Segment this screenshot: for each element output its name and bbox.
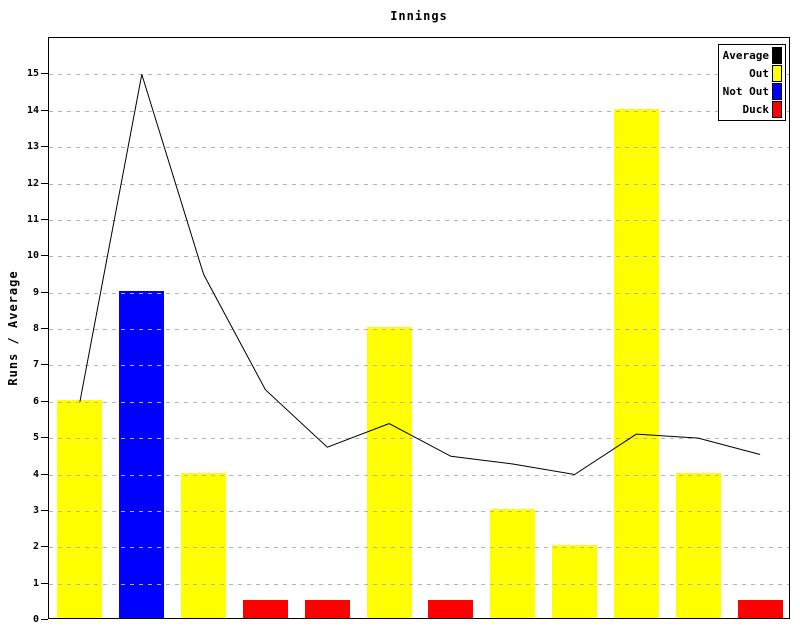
y-tick-label: 9 xyxy=(32,286,39,298)
y-tick xyxy=(41,619,48,620)
legend-swatch-out xyxy=(772,65,782,83)
legend-label: Duck xyxy=(742,102,770,116)
legend-item: Out xyxy=(722,65,782,83)
y-tick-label: 14 xyxy=(26,104,39,116)
bar-out xyxy=(490,508,536,618)
legend-item: Duck xyxy=(722,100,782,118)
y-tick xyxy=(41,328,48,329)
legend-label: Not Out xyxy=(722,84,769,98)
gridline xyxy=(49,365,789,367)
legend-item: Average xyxy=(722,47,782,65)
y-tick-label: 1 xyxy=(32,577,39,589)
y-tick-label: 10 xyxy=(26,250,39,262)
y-tick-label: 4 xyxy=(32,468,39,480)
y-tick xyxy=(41,437,48,439)
bar-duck xyxy=(428,599,474,618)
y-tick xyxy=(41,291,48,293)
legend-item: Not Out xyxy=(722,82,782,100)
y-tick-label: 5 xyxy=(32,432,39,444)
bar-out xyxy=(181,472,227,618)
y-tick-label: 8 xyxy=(32,323,39,334)
y-tick xyxy=(41,546,48,548)
y-tick xyxy=(41,473,48,475)
gridline xyxy=(49,110,789,112)
bar-out xyxy=(552,545,598,618)
plot-area xyxy=(48,37,790,619)
gridline xyxy=(49,183,789,185)
legend: Average Out Not Out Duck xyxy=(718,44,786,121)
gridline xyxy=(49,438,789,440)
legend-swatch-duck xyxy=(772,100,782,118)
legend-swatch-not-out xyxy=(772,82,782,100)
bar-out xyxy=(675,472,721,618)
y-tick-label: 15 xyxy=(26,68,39,80)
bar-duck xyxy=(737,599,783,618)
gridline xyxy=(49,219,789,221)
gridline xyxy=(49,147,789,149)
y-tick xyxy=(41,509,48,511)
bar-out xyxy=(613,108,659,618)
y-tick xyxy=(41,400,48,402)
chart-title: Innings xyxy=(390,9,448,23)
y-tick xyxy=(41,109,48,111)
gridline xyxy=(49,74,789,76)
bar-duck xyxy=(242,599,288,618)
gridline xyxy=(49,401,789,403)
legend-label: Average xyxy=(722,49,769,63)
y-tick-label: 0 xyxy=(32,614,39,625)
y-tick-label: 11 xyxy=(26,213,39,225)
bar-duck xyxy=(304,599,350,618)
bar-out xyxy=(366,327,412,618)
y-tick xyxy=(41,146,48,148)
gridline xyxy=(49,256,789,258)
y-tick-label: 3 xyxy=(32,504,39,516)
legend-label: Out xyxy=(749,67,769,81)
y-tick xyxy=(41,182,48,184)
gridline xyxy=(49,329,789,330)
y-tick-label: 13 xyxy=(26,141,39,153)
average-line xyxy=(79,74,761,476)
bar-not-out xyxy=(119,290,165,618)
gridline xyxy=(49,583,789,585)
y-tick-label: 7 xyxy=(32,359,39,371)
y-tick xyxy=(41,218,48,220)
bar-out xyxy=(57,399,103,618)
gridline xyxy=(49,474,789,476)
gridline xyxy=(49,292,789,294)
y-tick xyxy=(41,73,48,75)
y-tick-label: 12 xyxy=(26,177,39,189)
y-tick-label: 6 xyxy=(32,395,39,407)
y-tick xyxy=(41,364,48,366)
y-tick xyxy=(41,582,48,584)
gridline xyxy=(49,510,789,512)
gridline xyxy=(49,547,789,549)
y-tick xyxy=(41,255,48,257)
legend-swatch-average xyxy=(772,47,782,65)
y-tick-label: 2 xyxy=(32,541,39,553)
